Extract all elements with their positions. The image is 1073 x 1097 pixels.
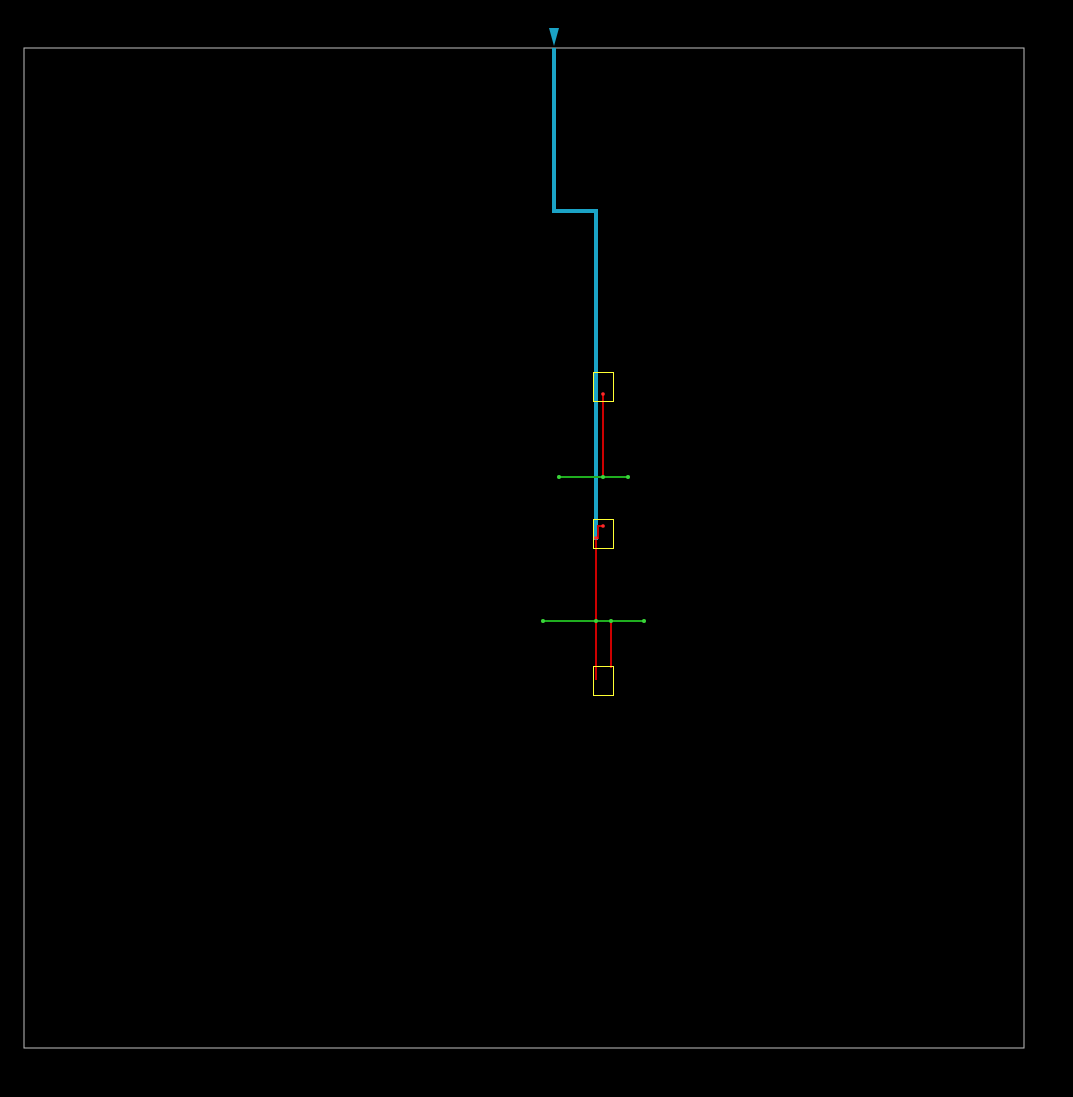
crossbar-node xyxy=(609,619,613,623)
crossbar-node xyxy=(626,475,630,479)
path-joint xyxy=(594,209,598,213)
marker-dot xyxy=(601,392,605,396)
branch-line-middle xyxy=(596,525,603,539)
crossbar-node xyxy=(557,475,561,479)
boundary-frame xyxy=(23,47,1025,1049)
start-triangle-icon xyxy=(549,28,559,46)
main-path xyxy=(552,48,598,540)
crossbar-node xyxy=(601,475,605,479)
crossbar-node xyxy=(594,619,598,623)
node-box-bottom xyxy=(593,666,614,696)
marker-dot xyxy=(594,536,598,540)
node-box-top xyxy=(593,372,614,402)
marker-dot xyxy=(601,524,605,528)
path-joint xyxy=(552,209,556,213)
node-box-middle xyxy=(593,519,614,549)
crossbar-node xyxy=(642,619,646,623)
crossbar-node xyxy=(541,619,545,623)
